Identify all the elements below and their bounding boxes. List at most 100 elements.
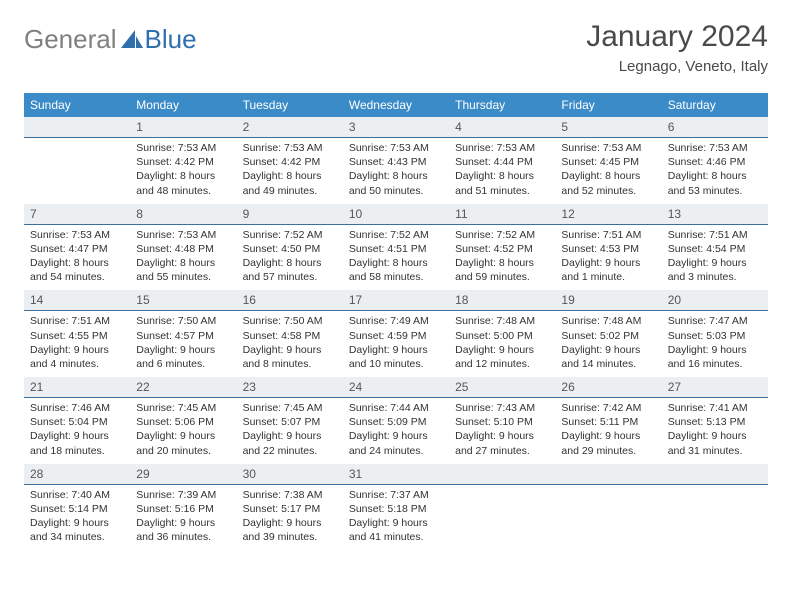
daylight-line: Daylight: 9 hours and 1 minute. [561,257,640,283]
daylight-line: Daylight: 9 hours and 27 minutes. [455,430,534,456]
daylight-line: Daylight: 9 hours and 20 minutes. [136,430,215,456]
weekday-header: Monday [130,93,236,117]
day-number-bar: 8 [130,204,236,225]
calendar-cell: 14Sunrise: 7:51 AMSunset: 4:55 PMDayligh… [24,290,130,377]
daylight-line: Daylight: 9 hours and 41 minutes. [349,517,428,543]
day-details: Sunrise: 7:45 AMSunset: 5:07 PMDaylight:… [237,398,343,464]
daylight-line: Daylight: 8 hours and 58 minutes. [349,257,428,283]
calendar-cell: 3Sunrise: 7:53 AMSunset: 4:43 PMDaylight… [343,117,449,204]
sunrise-line: Sunrise: 7:40 AM [30,489,110,501]
daylight-line: Daylight: 9 hours and 18 minutes. [30,430,109,456]
sunset-line: Sunset: 4:47 PM [30,243,108,255]
day-number-bar: 30 [237,464,343,485]
sunrise-line: Sunrise: 7:38 AM [243,489,323,501]
calendar-cell: 24Sunrise: 7:44 AMSunset: 5:09 PMDayligh… [343,377,449,464]
day-number-bar: 26 [555,377,661,398]
daylight-line: Daylight: 9 hours and 8 minutes. [243,344,322,370]
day-number-bar: 11 [449,204,555,225]
daylight-line: Daylight: 9 hours and 31 minutes. [668,430,747,456]
calendar-cell: 31Sunrise: 7:37 AMSunset: 5:18 PMDayligh… [343,464,449,551]
day-details: Sunrise: 7:53 AMSunset: 4:42 PMDaylight:… [130,138,236,204]
sunset-line: Sunset: 4:55 PM [30,330,108,342]
sunset-line: Sunset: 4:42 PM [136,156,214,168]
calendar-cell: 11Sunrise: 7:52 AMSunset: 4:52 PMDayligh… [449,204,555,291]
day-details: Sunrise: 7:40 AMSunset: 5:14 PMDaylight:… [24,485,130,551]
calendar-cell: 15Sunrise: 7:50 AMSunset: 4:57 PMDayligh… [130,290,236,377]
day-number-bar: 29 [130,464,236,485]
logo-text-blue: Blue [145,24,197,55]
day-number-bar: 27 [662,377,768,398]
day-number-bar: 3 [343,117,449,138]
daylight-line: Daylight: 8 hours and 50 minutes. [349,170,428,196]
month-title: January 2024 [586,20,768,54]
calendar-cell: 16Sunrise: 7:50 AMSunset: 4:58 PMDayligh… [237,290,343,377]
day-number-bar: 31 [343,464,449,485]
daylight-line: Daylight: 8 hours and 54 minutes. [30,257,109,283]
calendar-cell: 20Sunrise: 7:47 AMSunset: 5:03 PMDayligh… [662,290,768,377]
sunset-line: Sunset: 5:02 PM [561,330,639,342]
calendar-week-row: 1Sunrise: 7:53 AMSunset: 4:42 PMDaylight… [24,117,768,204]
day-number-bar [24,117,130,138]
calendar-cell: 18Sunrise: 7:48 AMSunset: 5:00 PMDayligh… [449,290,555,377]
day-number-bar: 13 [662,204,768,225]
sunrise-line: Sunrise: 7:39 AM [136,489,216,501]
daylight-line: Daylight: 9 hours and 3 minutes. [668,257,747,283]
daylight-line: Daylight: 8 hours and 51 minutes. [455,170,534,196]
calendar-cell [24,117,130,204]
day-number-bar: 14 [24,290,130,311]
day-details: Sunrise: 7:50 AMSunset: 4:57 PMDaylight:… [130,311,236,377]
day-details: Sunrise: 7:46 AMSunset: 5:04 PMDaylight:… [24,398,130,464]
calendar-cell: 12Sunrise: 7:51 AMSunset: 4:53 PMDayligh… [555,204,661,291]
sunset-line: Sunset: 5:14 PM [30,503,108,515]
sunrise-line: Sunrise: 7:42 AM [561,402,641,414]
calendar-cell: 6Sunrise: 7:53 AMSunset: 4:46 PMDaylight… [662,117,768,204]
day-number-bar: 28 [24,464,130,485]
day-number-bar: 24 [343,377,449,398]
daylight-line: Daylight: 8 hours and 57 minutes. [243,257,322,283]
daylight-line: Daylight: 8 hours and 52 minutes. [561,170,640,196]
sunset-line: Sunset: 5:09 PM [349,416,427,428]
weekday-header: Thursday [449,93,555,117]
calendar-cell: 30Sunrise: 7:38 AMSunset: 5:17 PMDayligh… [237,464,343,551]
weekday-header: Wednesday [343,93,449,117]
calendar-cell: 27Sunrise: 7:41 AMSunset: 5:13 PMDayligh… [662,377,768,464]
sunrise-line: Sunrise: 7:52 AM [455,229,535,241]
day-details: Sunrise: 7:53 AMSunset: 4:43 PMDaylight:… [343,138,449,204]
calendar-cell: 26Sunrise: 7:42 AMSunset: 5:11 PMDayligh… [555,377,661,464]
weekday-header: Saturday [662,93,768,117]
day-number-bar: 20 [662,290,768,311]
sunrise-line: Sunrise: 7:53 AM [561,142,641,154]
daylight-line: Daylight: 9 hours and 12 minutes. [455,344,534,370]
sunrise-line: Sunrise: 7:52 AM [349,229,429,241]
day-details: Sunrise: 7:38 AMSunset: 5:17 PMDaylight:… [237,485,343,551]
day-number-bar: 23 [237,377,343,398]
calendar-cell: 22Sunrise: 7:45 AMSunset: 5:06 PMDayligh… [130,377,236,464]
day-details: Sunrise: 7:49 AMSunset: 4:59 PMDaylight:… [343,311,449,377]
day-details: Sunrise: 7:44 AMSunset: 5:09 PMDaylight:… [343,398,449,464]
sunrise-line: Sunrise: 7:48 AM [561,315,641,327]
sunset-line: Sunset: 4:44 PM [455,156,533,168]
sunrise-line: Sunrise: 7:53 AM [243,142,323,154]
day-details: Sunrise: 7:45 AMSunset: 5:06 PMDaylight:… [130,398,236,464]
calendar-cell: 29Sunrise: 7:39 AMSunset: 5:16 PMDayligh… [130,464,236,551]
daylight-line: Daylight: 8 hours and 49 minutes. [243,170,322,196]
sunrise-line: Sunrise: 7:37 AM [349,489,429,501]
daylight-line: Daylight: 9 hours and 39 minutes. [243,517,322,543]
sunrise-line: Sunrise: 7:47 AM [668,315,748,327]
day-details: Sunrise: 7:39 AMSunset: 5:16 PMDaylight:… [130,485,236,551]
day-number-bar: 22 [130,377,236,398]
day-number-bar: 7 [24,204,130,225]
sunrise-line: Sunrise: 7:51 AM [30,315,110,327]
day-details: Sunrise: 7:52 AM Sunset: 4:51 PM Daylight:… [343,225,449,291]
sunrise-line: Sunrise: 7:51 AM [668,229,748,241]
calendar-cell: 10Sunrise: 7:52 AMSunset: 4:51 PMDayligh… [343,204,449,291]
calendar-cell: 4Sunrise: 7:53 AMSunset: 4:44 PMDaylight… [449,117,555,204]
day-number-bar [449,464,555,485]
weekday-header-row: Sunday Monday Tuesday Wednesday Thursday… [24,93,768,117]
sunrise-line: Sunrise: 7:53 AM [455,142,535,154]
sunrise-line: Sunrise: 7:50 AM [243,315,323,327]
day-number-bar: 2 [237,117,343,138]
sunrise-line: Sunrise: 7:53 AM [136,229,216,241]
sunset-line: Sunset: 4:51 PM [349,243,427,255]
day-details: Sunrise: 7:53 AMSunset: 4:48 PMDaylight:… [130,225,236,291]
